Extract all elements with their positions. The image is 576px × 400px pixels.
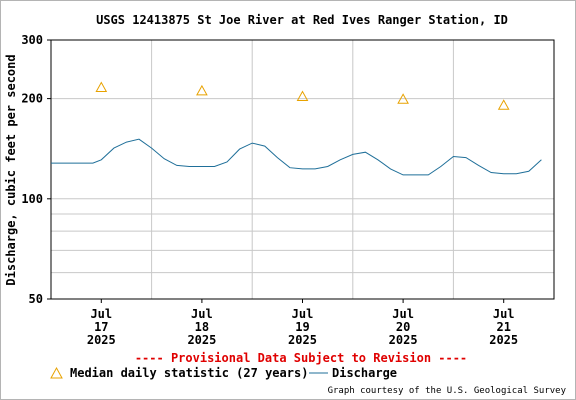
median-point xyxy=(397,93,409,104)
y-tick-label: 200 xyxy=(21,92,43,106)
legend-discharge-label: Discharge xyxy=(332,366,397,380)
x-tick-label: 2025 xyxy=(288,333,317,347)
median-point xyxy=(497,99,510,110)
x-tick-label: 20 xyxy=(396,320,410,334)
discharge-line xyxy=(51,138,542,176)
x-tick-label: Jul xyxy=(392,307,414,321)
legend-triangle-icon xyxy=(50,366,63,379)
x-tick-label: Jul xyxy=(292,307,314,321)
x-tick-label: 17 xyxy=(94,320,108,334)
grid-lines xyxy=(51,39,554,299)
median-point xyxy=(196,84,208,96)
x-tick-label: 19 xyxy=(295,320,309,334)
x-tick-label: Jul xyxy=(493,307,515,321)
legend-median-label: Median daily statistic (27 years) xyxy=(70,366,308,380)
x-tick-label: 18 xyxy=(195,320,209,334)
x-tick-label: Jul xyxy=(191,307,213,321)
chart-title: USGS 12413875 St Joe River at Red Ives R… xyxy=(96,13,508,27)
median-series xyxy=(95,81,510,110)
plot-area-border xyxy=(50,39,555,300)
x-tick-label: 2025 xyxy=(87,333,116,347)
y-tick-label: 50 xyxy=(29,292,43,306)
y-axis-label: Discharge, cubic feet per second xyxy=(4,54,18,285)
legend: Median daily statistic (27 years) Discha… xyxy=(50,366,397,380)
x-axis-ticks: Jul172025Jul182025Jul192025Jul202025Jul2… xyxy=(87,299,518,347)
median-point xyxy=(296,90,309,101)
x-tick-label: Jul xyxy=(90,307,112,321)
provisional-data-notice: ---- Provisional Data Subject to Revisio… xyxy=(135,351,467,365)
x-tick-label: 21 xyxy=(496,320,510,334)
usgs-credit: Graph courtesy of the U.S. Geological Su… xyxy=(328,386,567,396)
y-tick-label: 300 xyxy=(21,33,43,47)
x-tick-label: 2025 xyxy=(389,333,418,347)
y-tick-label: 100 xyxy=(21,192,43,206)
median-point xyxy=(95,81,108,92)
x-tick-label: 2025 xyxy=(489,333,518,347)
discharge-series xyxy=(51,138,542,176)
y-axis-ticks: 300 200 100 50 xyxy=(21,33,51,306)
x-tick-label: 2025 xyxy=(187,333,216,347)
